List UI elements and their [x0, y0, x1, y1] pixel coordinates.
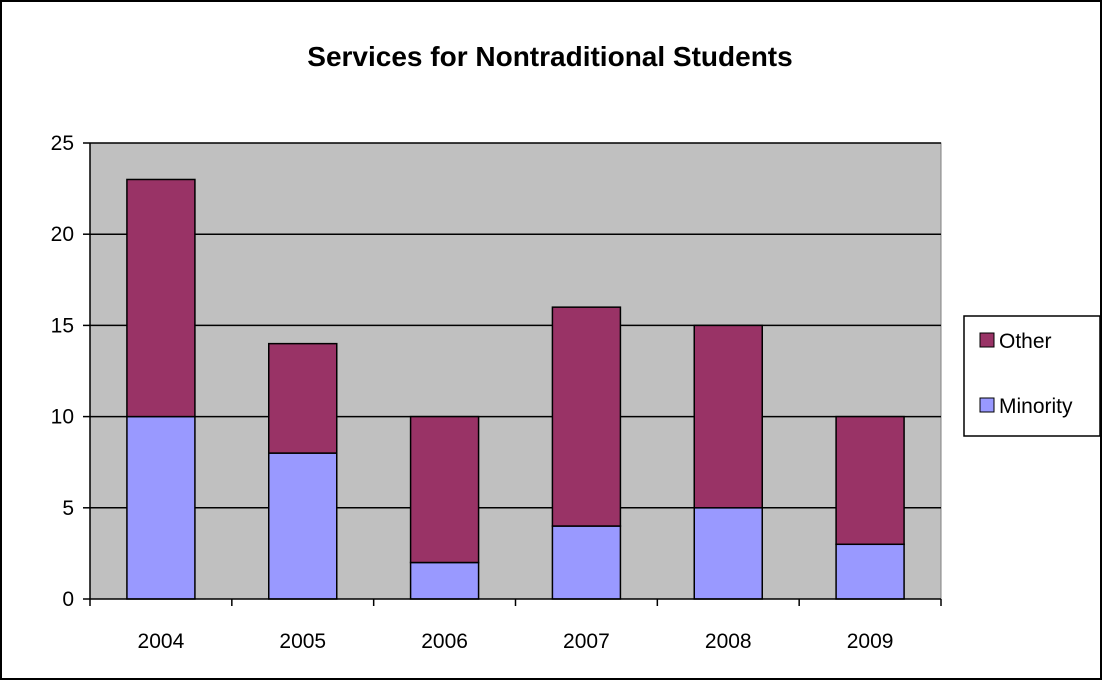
bar-other-2006 [409, 415, 480, 564]
bar-other-2007 [551, 306, 622, 527]
bar-other-2005 [268, 342, 338, 454]
y-tick-label-5: 5 [62, 497, 74, 520]
bar-minority-2004 [126, 415, 196, 600]
plot-area [89, 142, 942, 600]
bars [126, 178, 905, 600]
bar-other-2004 [126, 178, 196, 418]
legend: Other Minority [963, 315, 1101, 437]
legend-label-other: Other [999, 330, 1052, 353]
bar-minority-2007 [551, 525, 622, 600]
x-tick-label-2006: 2006 [421, 630, 468, 653]
bar-minority-2005 [268, 452, 338, 600]
bar-other-2009 [835, 415, 905, 546]
x-tick-label-2005: 2005 [279, 630, 326, 653]
bar-minority-2006 [409, 561, 480, 600]
x-tick-label-2009: 2009 [847, 630, 894, 653]
y-tick-label-20: 20 [51, 223, 74, 246]
bar-minority-2009 [835, 543, 905, 600]
legend-swatch-other [979, 332, 995, 348]
y-tick-label-0: 0 [62, 588, 74, 611]
y-tick-label-25: 25 [51, 132, 74, 155]
x-tick-label-2008: 2008 [705, 630, 752, 653]
legend-label-minority: Minority [999, 395, 1073, 418]
x-tick-label-2004: 2004 [138, 630, 185, 653]
bar-minority-2008 [693, 507, 763, 600]
y-tick-label-15: 15 [51, 314, 74, 337]
axes: 0 5 10 15 20 25 2004 2005 2006 2007 2008 2009 [51, 132, 942, 653]
x-tick-label-2007: 2007 [563, 630, 610, 653]
bar-other-2008 [693, 324, 763, 509]
grid-lines [90, 142, 941, 509]
chart-title: Services for Nontraditional Students [307, 41, 792, 72]
y-tick-label-10: 10 [51, 406, 74, 429]
legend-swatch-minority [979, 397, 995, 413]
